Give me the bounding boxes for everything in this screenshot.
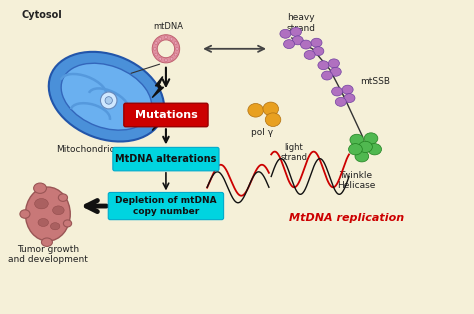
Text: Twinkle
Helicase: Twinkle Helicase (337, 171, 375, 190)
Ellipse shape (350, 134, 364, 145)
Text: Tumor growth
and development: Tumor growth and development (8, 245, 88, 264)
Circle shape (164, 59, 167, 62)
Circle shape (105, 97, 112, 104)
Text: pol γ: pol γ (251, 128, 273, 137)
Ellipse shape (292, 36, 303, 45)
Ellipse shape (364, 133, 378, 144)
Ellipse shape (332, 87, 343, 96)
Ellipse shape (265, 113, 281, 127)
Ellipse shape (50, 223, 60, 230)
Wedge shape (152, 35, 180, 63)
Circle shape (155, 41, 158, 45)
Ellipse shape (318, 61, 329, 70)
Circle shape (176, 47, 179, 50)
Ellipse shape (248, 104, 264, 117)
Text: mtSSB: mtSSB (360, 77, 391, 86)
Text: MtDNA replication: MtDNA replication (289, 213, 404, 223)
Ellipse shape (35, 198, 48, 209)
Text: light
strand: light strand (281, 143, 308, 162)
FancyBboxPatch shape (108, 192, 224, 220)
Ellipse shape (38, 219, 48, 226)
Ellipse shape (58, 194, 67, 201)
Ellipse shape (344, 94, 355, 103)
Ellipse shape (64, 220, 72, 227)
FancyBboxPatch shape (113, 147, 219, 171)
Text: MtDNA alterations: MtDNA alterations (115, 154, 217, 164)
Ellipse shape (330, 67, 341, 76)
Ellipse shape (355, 151, 369, 162)
Ellipse shape (53, 206, 64, 215)
Ellipse shape (342, 85, 353, 94)
Ellipse shape (280, 29, 291, 38)
Text: Cytosol: Cytosol (22, 10, 63, 20)
Ellipse shape (348, 143, 362, 155)
Ellipse shape (283, 40, 294, 49)
Ellipse shape (368, 143, 382, 155)
Ellipse shape (304, 51, 315, 59)
Text: mtDNA: mtDNA (153, 22, 183, 31)
Circle shape (159, 57, 162, 60)
Ellipse shape (61, 63, 152, 130)
Circle shape (100, 92, 117, 109)
Circle shape (155, 53, 158, 56)
Ellipse shape (41, 238, 53, 246)
Ellipse shape (26, 187, 70, 241)
Polygon shape (152, 109, 164, 131)
Circle shape (153, 47, 156, 50)
Circle shape (174, 53, 177, 56)
Text: Mutations: Mutations (135, 110, 197, 120)
Circle shape (170, 57, 173, 60)
Ellipse shape (313, 47, 324, 56)
Ellipse shape (311, 38, 322, 47)
FancyBboxPatch shape (124, 103, 208, 127)
Circle shape (164, 36, 167, 39)
Ellipse shape (328, 59, 339, 68)
Text: Depletion of mtDNA
copy number: Depletion of mtDNA copy number (115, 196, 217, 216)
Ellipse shape (263, 102, 279, 116)
Polygon shape (152, 77, 164, 98)
Text: heavy
strand: heavy strand (286, 13, 316, 33)
Text: Mitochondrion: Mitochondrion (55, 144, 120, 154)
Circle shape (170, 37, 173, 40)
Ellipse shape (34, 183, 46, 193)
Circle shape (159, 37, 162, 40)
Ellipse shape (321, 71, 333, 80)
Ellipse shape (359, 141, 373, 153)
Ellipse shape (20, 210, 30, 218)
Circle shape (174, 41, 177, 45)
Ellipse shape (335, 97, 346, 106)
Ellipse shape (49, 52, 164, 142)
Ellipse shape (301, 40, 311, 49)
Ellipse shape (291, 27, 301, 36)
